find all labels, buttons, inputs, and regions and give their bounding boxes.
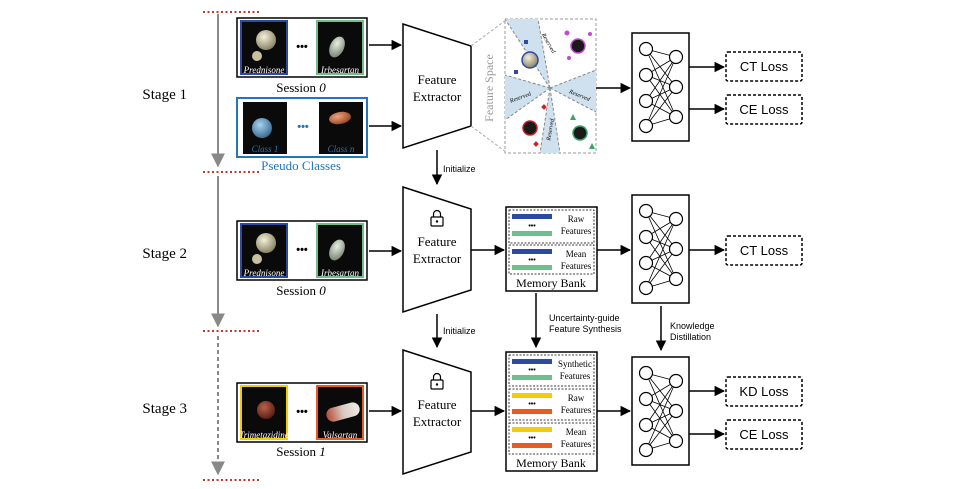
irbesartan-label-2: Irbesartan — [320, 268, 359, 278]
stage1-session-panel: ••• Prednisone Irbesartan — [237, 18, 367, 77]
raw-bar-blue-2 — [512, 214, 552, 219]
ellipsis: ••• — [296, 41, 308, 53]
initialize-label-2: Initialize — [443, 326, 476, 336]
stage2-session-label: Session 0 — [276, 283, 326, 298]
memory-bank-2: ••• Raw Features ••• Mean Features Memor… — [506, 207, 597, 291]
feature-extractor-2: Feature Extractor — [403, 187, 471, 312]
feature-extractor-3: Feature Extractor — [403, 350, 471, 474]
network-node — [670, 81, 683, 94]
uncertainty-label-1: Uncertainty-guide — [549, 313, 620, 323]
classifier-network-2 — [632, 195, 689, 303]
pseudo-class-n-label: Class n — [328, 144, 355, 154]
memory-bank-3: ••• Synthetic Features ••• Raw Features … — [506, 352, 597, 471]
raw-label-3b: Features — [561, 405, 592, 415]
network-node — [670, 273, 683, 286]
network-node — [670, 213, 683, 226]
svg-text:•••: ••• — [528, 257, 536, 264]
ce-loss-label-1: CE Loss — [739, 102, 789, 117]
synth-label-b: Features — [560, 371, 591, 381]
uncertainty-label-2: Feature Synthesis — [549, 324, 622, 334]
feature-extractor-1: Feature Extractor — [403, 24, 471, 148]
irbesartan-label: Irbesartan — [320, 65, 359, 75]
stage-2-label: Stage 2 — [142, 246, 187, 262]
network-node — [670, 111, 683, 124]
kd-label-1: Knowledge — [670, 321, 715, 331]
network-node — [640, 69, 653, 82]
stage3-session-panel: ••• Trimetazidine Valsartan — [237, 383, 367, 442]
stage-3-label: Stage 3 — [142, 401, 187, 417]
extractor-2-line2: Extractor — [413, 251, 462, 266]
raw-bar-green-2 — [512, 231, 552, 236]
mean-label-2a: Mean — [566, 249, 587, 259]
extractor-1-line1: Feature — [418, 72, 457, 87]
raw-label-2a: Raw — [568, 214, 585, 224]
network-node — [640, 120, 653, 133]
classifier-network-3 — [632, 357, 689, 465]
classifier-network-1 — [632, 33, 689, 141]
svg-text:•••: ••• — [528, 401, 536, 408]
memory-bank-label-3: Memory Bank — [516, 456, 586, 470]
kd-loss-label: KD Loss — [739, 384, 789, 399]
network-node — [670, 435, 683, 448]
network-node — [640, 95, 653, 108]
mean-label-3a: Mean — [566, 427, 587, 437]
network-node — [640, 231, 653, 244]
network-node — [640, 282, 653, 295]
network-node — [670, 243, 683, 256]
stage1-session-label: Session 0 — [276, 80, 326, 95]
network-node — [670, 375, 683, 388]
network-node — [640, 43, 653, 56]
network-node — [640, 257, 653, 270]
kd-label-2: Distillation — [670, 332, 711, 342]
ct-loss-label-1: CT Loss — [740, 59, 789, 74]
mean-label-2b: Features — [561, 261, 592, 271]
network-node — [670, 405, 683, 418]
extractor-2-line1: Feature — [418, 234, 457, 249]
extractor-1-line2: Extractor — [413, 89, 462, 104]
feature-space: Reserved Reserved Reserved Reserved — [505, 19, 596, 153]
pseudo-classes-label: Pseudo Classes — [261, 158, 341, 173]
network-node — [640, 419, 653, 432]
trimetazidine-label: Trimetazidine — [239, 430, 289, 440]
extractor-3-line2: Extractor — [413, 414, 462, 429]
prednisone-label: Prednisone — [243, 65, 285, 75]
network-node — [640, 393, 653, 406]
stage2-session-panel: ••• Prednisone Irbesartan — [237, 221, 367, 280]
mean-label-3b: Features — [561, 439, 592, 449]
network-node — [640, 444, 653, 457]
synth-label-a: Synthetic — [558, 359, 592, 369]
feature-space-label: Feature Space — [482, 54, 496, 122]
initialize-label-1: Initialize — [443, 164, 476, 174]
extractor-3-line1: Feature — [418, 397, 457, 412]
ct-loss-label-2: CT Loss — [740, 243, 789, 258]
network-node — [640, 205, 653, 218]
network-node — [670, 51, 683, 64]
raw-label-3a: Raw — [568, 393, 585, 403]
memory-bank-label-2: Memory Bank — [516, 276, 586, 290]
svg-text:•••: ••• — [528, 435, 536, 442]
stage3-session-label: Session 1 — [276, 444, 325, 459]
svg-text:•••: ••• — [528, 223, 536, 230]
ellipsis-3: ••• — [296, 406, 308, 418]
ellipsis-blue: ••• — [297, 121, 309, 133]
pseudo-class-1-label: Class 1 — [252, 144, 279, 154]
ellipsis-2: ••• — [296, 244, 308, 256]
prednisone-label-2: Prednisone — [243, 268, 285, 278]
ce-loss-label-3: CE Loss — [739, 427, 789, 442]
pseudo-classes-panel: ••• Class 1 Class n — [237, 98, 367, 157]
network-node — [640, 367, 653, 380]
raw-label-2b: Features — [561, 226, 592, 236]
svg-text:•••: ••• — [528, 367, 536, 374]
valsartan-label: Valsartan — [323, 430, 358, 440]
stage-1-label: Stage 1 — [142, 87, 187, 103]
